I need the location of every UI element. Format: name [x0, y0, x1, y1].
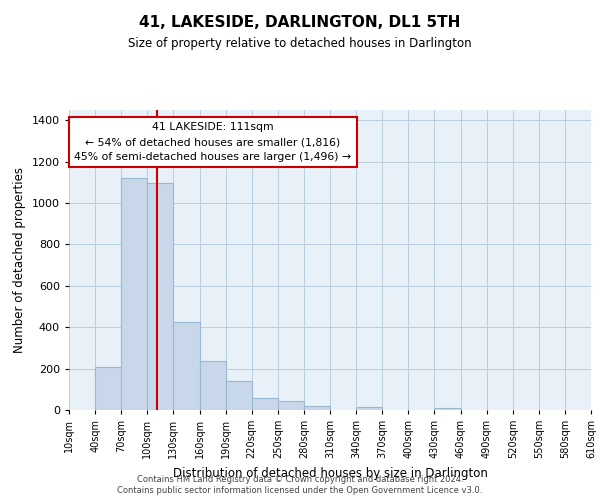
Text: 41 LAKESIDE: 111sqm
← 54% of detached houses are smaller (1,816)
45% of semi-det: 41 LAKESIDE: 111sqm ← 54% of detached ho…: [74, 122, 351, 162]
Y-axis label: Number of detached properties: Number of detached properties: [13, 167, 26, 353]
Bar: [148, 184, 173, 410]
Bar: [278, 400, 304, 410]
Bar: [95, 366, 121, 410]
Bar: [199, 362, 226, 410]
Bar: [226, 381, 252, 410]
X-axis label: Distribution of detached houses by size in Darlington: Distribution of detached houses by size …: [173, 466, 487, 479]
Text: Contains public sector information licensed under the Open Government Licence v3: Contains public sector information licen…: [118, 486, 482, 495]
Bar: [356, 407, 382, 410]
Bar: [304, 406, 330, 410]
Bar: [121, 178, 148, 410]
Bar: [434, 408, 461, 410]
Bar: [173, 322, 199, 410]
Text: Size of property relative to detached houses in Darlington: Size of property relative to detached ho…: [128, 38, 472, 51]
Text: Contains HM Land Registry data © Crown copyright and database right 2024.: Contains HM Land Registry data © Crown c…: [137, 475, 463, 484]
Bar: [252, 398, 278, 410]
Text: 41, LAKESIDE, DARLINGTON, DL1 5TH: 41, LAKESIDE, DARLINGTON, DL1 5TH: [139, 15, 461, 30]
